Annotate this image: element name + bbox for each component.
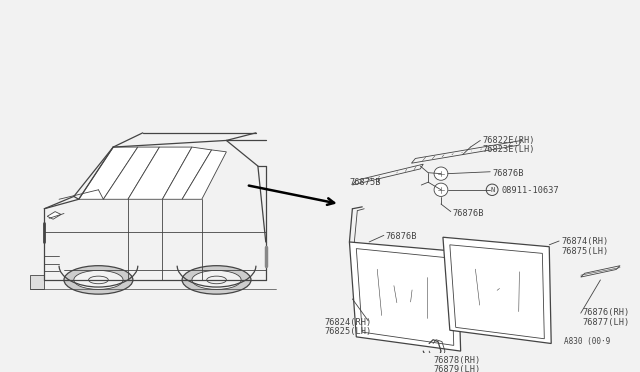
Text: 76876(RH): 76876(RH) (582, 308, 630, 317)
Text: 76875B: 76875B (349, 179, 381, 187)
Polygon shape (103, 147, 159, 199)
Polygon shape (29, 275, 44, 289)
Text: 76877(LH): 76877(LH) (582, 318, 630, 327)
Text: 76825(LH): 76825(LH) (325, 327, 372, 336)
Polygon shape (47, 212, 61, 219)
Ellipse shape (64, 266, 133, 294)
Text: 76876B: 76876B (452, 209, 484, 218)
Text: 76876B: 76876B (492, 169, 524, 178)
Text: 76876B: 76876B (386, 232, 417, 241)
Text: 76879(LH): 76879(LH) (433, 365, 481, 372)
Polygon shape (163, 147, 212, 199)
Text: 08911-10637: 08911-10637 (502, 186, 560, 195)
Text: 76878(RH): 76878(RH) (433, 356, 481, 365)
Polygon shape (128, 147, 192, 199)
Text: 76875(LH): 76875(LH) (561, 247, 608, 256)
Text: N: N (490, 187, 494, 193)
Text: 76874(RH): 76874(RH) (561, 237, 608, 246)
Text: A830 (00·9: A830 (00·9 (564, 337, 611, 346)
Polygon shape (349, 242, 461, 351)
Polygon shape (79, 147, 138, 199)
Ellipse shape (192, 270, 241, 289)
Text: 76822E(RH): 76822E(RH) (483, 136, 535, 145)
Text: 76824(RH): 76824(RH) (325, 318, 372, 327)
Polygon shape (443, 237, 551, 343)
Circle shape (434, 167, 448, 180)
Circle shape (434, 183, 448, 196)
Ellipse shape (74, 270, 123, 289)
Text: 76823E(LH): 76823E(LH) (483, 145, 535, 154)
Polygon shape (182, 150, 227, 199)
Ellipse shape (182, 266, 251, 294)
